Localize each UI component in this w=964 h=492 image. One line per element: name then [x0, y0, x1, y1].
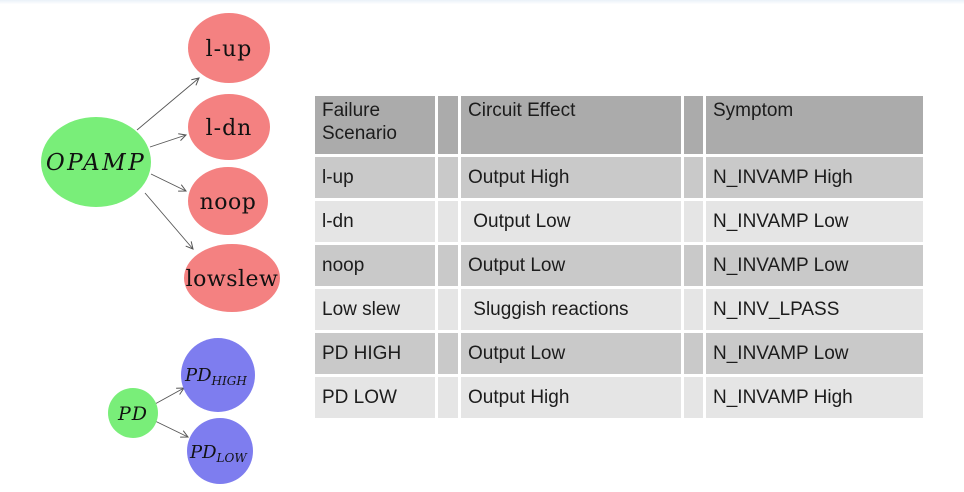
spacer-cell — [438, 245, 458, 286]
node-pd-high — [181, 338, 255, 412]
spacer-cell — [438, 333, 458, 374]
table-row: l-up Output High N_INVAMP High — [315, 157, 923, 198]
failure-tree-diagram: OPAMP l-up l-dn noop lowslew PD PDHIGH P… — [41, 13, 280, 484]
cell-symptom: N_INVAMP Low — [706, 201, 923, 242]
node-l-up-label: l-up — [206, 37, 253, 62]
spacer-cell — [438, 96, 458, 154]
table-row: PD HIGH Output Low N_INVAMP Low — [315, 333, 923, 374]
node-opamp — [41, 117, 151, 207]
spacer-cell — [438, 289, 458, 330]
cell-scenario: Low slew — [315, 289, 435, 330]
cell-scenario: noop — [315, 245, 435, 286]
node-pd-high-label: PDHIGH — [184, 365, 247, 388]
cell-symptom: N_INV_LPASS — [706, 289, 923, 330]
node-pd-label: PD — [117, 403, 148, 425]
cell-effect: Sluggish reactions — [461, 289, 681, 330]
column-header-failure-scenario: Failure Scenario — [315, 96, 435, 154]
cell-symptom: N_INVAMP High — [706, 157, 923, 198]
spacer-cell — [684, 333, 703, 374]
table-header-row: Failure Scenario Circuit Effect Symptom — [315, 96, 923, 154]
node-opamp-label: OPAMP — [46, 150, 146, 176]
cell-symptom: N_INVAMP Low — [706, 333, 923, 374]
edge-opamp-noop — [150, 173, 187, 192]
edge-opamp-lowslew — [144, 192, 194, 250]
spacer-cell — [684, 157, 703, 198]
spacer-cell — [684, 289, 703, 330]
spacer-cell — [684, 96, 703, 154]
spacer-cell — [684, 201, 703, 242]
column-header-circuit-effect: Circuit Effect — [461, 96, 681, 154]
spacer-cell — [438, 201, 458, 242]
node-noop — [188, 167, 268, 235]
cell-effect: Output Low — [461, 245, 681, 286]
table-row: Low slew Sluggish reactions N_INV_LPASS — [315, 289, 923, 330]
table-row: l-dn Output Low N_INVAMP Low — [315, 201, 923, 242]
node-lowslew-label: lowslew — [186, 267, 279, 292]
spacer-cell — [438, 377, 458, 418]
node-pd-low — [187, 418, 253, 484]
edge-pd-pdhigh — [154, 387, 185, 405]
edge-opamp-ldn — [149, 133, 188, 148]
cell-symptom: N_INVAMP Low — [706, 245, 923, 286]
cell-effect: Output High — [461, 157, 681, 198]
table-row: noop Output Low N_INVAMP Low — [315, 245, 923, 286]
cell-effect: Output High — [461, 377, 681, 418]
spacer-cell — [438, 157, 458, 198]
node-l-dn — [188, 94, 270, 160]
failure-table: Failure Scenario Circuit Effect Symptom … — [312, 93, 926, 421]
cell-effect: Output Low — [461, 201, 681, 242]
node-pd-low-label: PDLOW — [189, 442, 248, 465]
window-top-edge — [0, 0, 964, 4]
edge-opamp-lup — [136, 77, 200, 131]
edge-pd-pdlow — [154, 420, 189, 438]
node-l-up — [188, 13, 270, 83]
cell-scenario: l-dn — [315, 201, 435, 242]
cell-symptom: N_INVAMP High — [706, 377, 923, 418]
node-lowslew — [184, 244, 280, 312]
node-noop-label: noop — [200, 190, 257, 215]
node-pd — [108, 388, 158, 438]
cell-scenario: PD LOW — [315, 377, 435, 418]
spacer-cell — [684, 245, 703, 286]
spacer-cell — [684, 377, 703, 418]
table-row: PD LOW Output High N_INVAMP High — [315, 377, 923, 418]
column-header-symptom: Symptom — [706, 96, 923, 154]
node-l-dn-label: l-dn — [206, 116, 253, 141]
cell-effect: Output Low — [461, 333, 681, 374]
cell-scenario: l-up — [315, 157, 435, 198]
cell-scenario: PD HIGH — [315, 333, 435, 374]
